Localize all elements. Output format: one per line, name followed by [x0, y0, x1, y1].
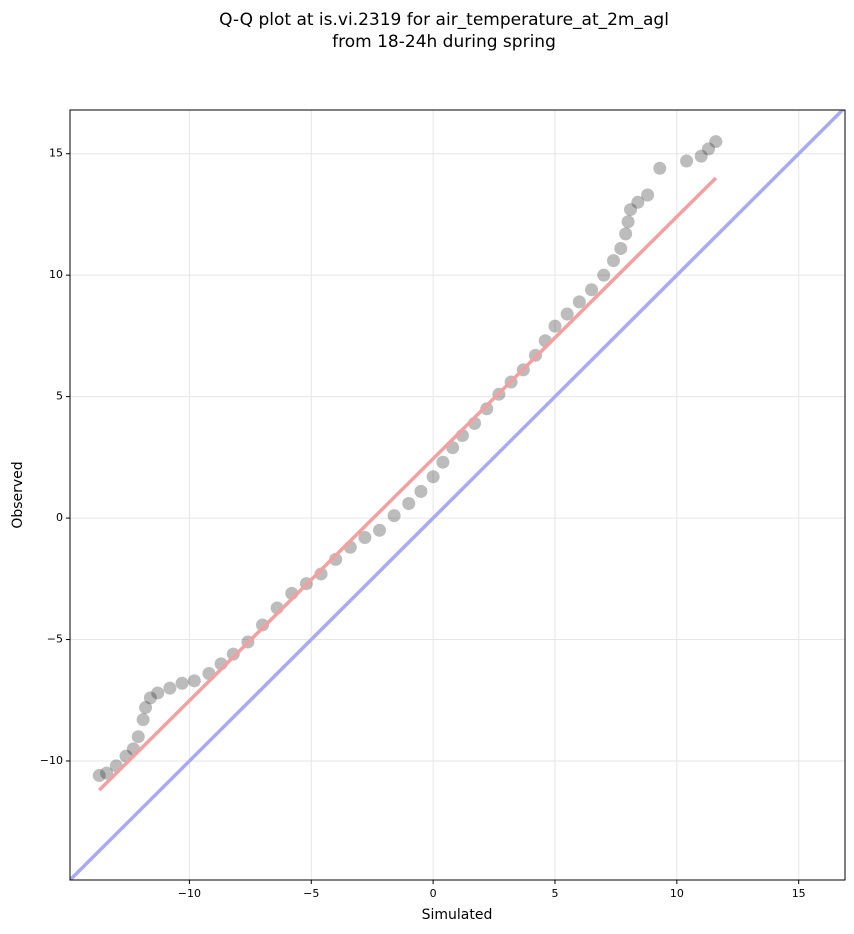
x-tick-label: 10 — [670, 887, 684, 900]
point — [702, 142, 716, 156]
point — [597, 268, 611, 282]
point — [653, 161, 667, 175]
point — [358, 531, 372, 545]
point — [136, 713, 150, 727]
point — [480, 402, 494, 416]
point — [548, 319, 562, 333]
point — [402, 497, 416, 511]
x-axis-label: Simulated — [422, 907, 493, 923]
x-tick-label: 15 — [792, 887, 806, 900]
point — [373, 523, 387, 537]
y-tick-label: 10 — [49, 268, 63, 281]
point — [631, 195, 645, 209]
point — [560, 307, 574, 321]
point — [619, 227, 633, 241]
point — [163, 681, 177, 695]
point — [131, 730, 145, 744]
y-tick-label: −10 — [40, 754, 63, 767]
point — [614, 241, 628, 255]
x-tick-label: −5 — [303, 887, 319, 900]
chart-title: Q-Q plot at is.vi.2319 for air_temperatu… — [219, 10, 669, 30]
point — [139, 701, 153, 715]
y-tick-label: 0 — [56, 511, 63, 524]
point — [572, 295, 586, 309]
point — [414, 484, 428, 498]
point — [606, 254, 620, 268]
point — [426, 470, 440, 484]
point — [709, 135, 723, 149]
point — [92, 769, 106, 783]
point — [100, 766, 114, 780]
point — [387, 509, 401, 523]
point — [329, 552, 343, 566]
point — [226, 647, 240, 661]
point — [314, 567, 328, 581]
point — [187, 674, 201, 688]
point — [151, 686, 165, 700]
reference-line — [98, 176, 718, 792]
y-tick-label: 5 — [56, 390, 63, 403]
y-tick-label: −5 — [47, 633, 63, 646]
point — [585, 283, 599, 297]
point — [680, 154, 694, 168]
point — [621, 215, 635, 229]
reference-line — [70, 110, 845, 880]
x-tick-label: 0 — [430, 887, 437, 900]
point — [175, 676, 189, 690]
x-tick-label: 5 — [551, 887, 558, 900]
point — [436, 455, 450, 469]
point — [624, 203, 638, 217]
point — [143, 691, 157, 705]
y-axis-label: Observed — [10, 461, 26, 528]
chart-title: from 18-24h during spring — [332, 32, 556, 52]
point — [694, 149, 708, 163]
plot-area — [70, 110, 845, 880]
plot-frame — [69, 109, 846, 881]
x-tick-label: −10 — [178, 887, 201, 900]
point — [256, 618, 270, 632]
y-tick-label: 15 — [49, 147, 63, 160]
point — [641, 188, 655, 202]
